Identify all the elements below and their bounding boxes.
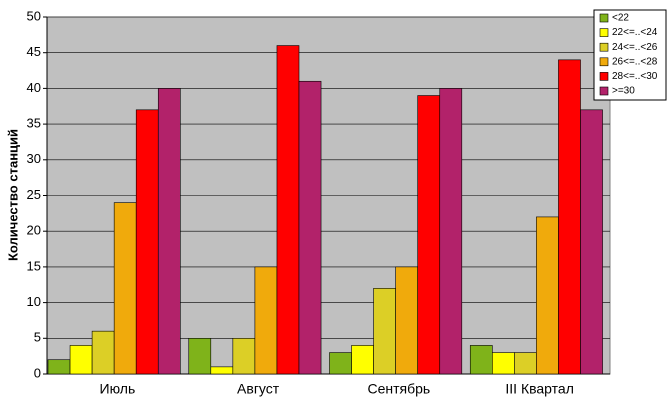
bar	[514, 352, 537, 375]
bar	[276, 45, 300, 375]
legend-swatch	[599, 42, 609, 52]
y-tick-label: 35	[27, 116, 41, 131]
y-tick-label: 25	[27, 187, 41, 202]
legend-swatch	[599, 28, 609, 37]
x-tick-label: Сентябрь	[368, 381, 431, 397]
legend-label: 24<=..<26	[612, 42, 658, 53]
x-tick-label: III Квартал	[505, 381, 573, 397]
legend-swatch	[599, 13, 609, 23]
bar	[417, 95, 441, 375]
y-tick-label: 0	[34, 365, 41, 380]
bar	[351, 345, 374, 375]
bar	[47, 359, 71, 375]
bar	[558, 59, 581, 375]
bar	[536, 216, 559, 375]
y-tick-label: 10	[27, 294, 41, 309]
bar	[373, 288, 396, 375]
y-tick-label: 15	[27, 258, 41, 273]
bar	[439, 88, 463, 375]
bar	[492, 352, 515, 375]
bar	[91, 330, 115, 375]
bar	[254, 266, 278, 375]
y-tick-label: 20	[27, 223, 41, 238]
legend-label: 28<=..<30	[612, 71, 658, 82]
bar	[580, 109, 603, 375]
legend-label: 26<=..<28	[612, 56, 658, 67]
bar	[232, 337, 256, 375]
bar	[113, 202, 137, 375]
y-tick-label: 50	[27, 8, 41, 23]
y-tick-label: 40	[27, 80, 41, 95]
legend-label: 22<=..<24	[612, 27, 658, 38]
bar	[135, 109, 159, 375]
legend-label: <22	[612, 13, 629, 24]
legend-swatch	[599, 86, 609, 96]
y-axis-label: Количество станций	[5, 129, 20, 261]
bar	[69, 345, 93, 375]
legend-swatch	[599, 57, 609, 67]
legend-swatch	[599, 72, 609, 81]
bar	[395, 266, 419, 375]
x-tick-label: Август	[237, 381, 280, 397]
bar	[469, 345, 493, 375]
bar	[188, 337, 212, 375]
legend-label: >=30	[612, 86, 635, 97]
y-tick-label: 5	[34, 330, 41, 345]
bar	[157, 88, 181, 375]
legend	[593, 9, 667, 101]
bar	[210, 366, 234, 375]
x-tick-label: Июль	[100, 381, 136, 397]
bar	[329, 352, 352, 375]
y-tick-label: 30	[27, 151, 41, 166]
bar	[298, 80, 322, 375]
y-tick-label: 45	[27, 44, 41, 59]
